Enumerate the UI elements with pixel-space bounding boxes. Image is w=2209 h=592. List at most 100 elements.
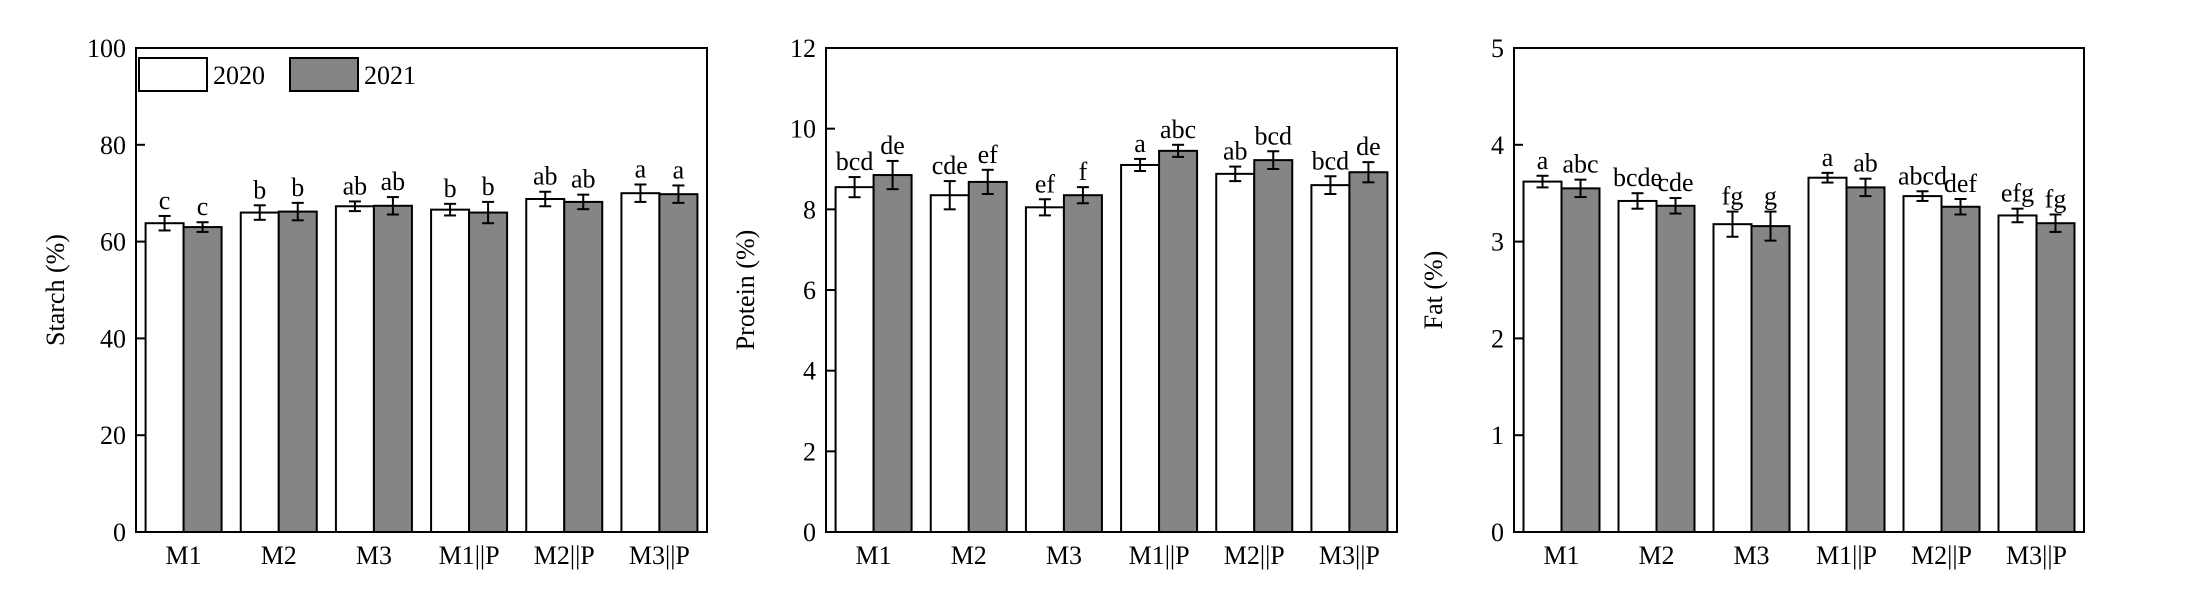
bar-2020-0 (144, 222, 185, 533)
significance-letter: cde (932, 151, 968, 180)
y-tick-label: 0 (113, 518, 126, 547)
y-tick-label: 40 (100, 324, 126, 353)
x-tick-label: M1||P (1129, 541, 1190, 570)
x-tick-label: M1||P (1816, 541, 1877, 570)
bar-2021-5 (2035, 222, 2076, 533)
bar-2021-3 (468, 211, 509, 533)
bar-2020-1 (1617, 199, 1658, 533)
bar-2020-4 (1215, 172, 1256, 533)
bar-2020-5 (620, 192, 661, 533)
y-tick-label: 0 (803, 518, 816, 547)
significance-letter: b (444, 174, 457, 203)
y-tick-label: 80 (100, 131, 126, 160)
y-axis-label: Fat (%) (1419, 251, 1448, 330)
y-tick-label: 10 (790, 115, 816, 144)
significance-letter: g (1764, 182, 1777, 211)
bar-2021-3 (1845, 186, 1886, 533)
bar-2021-0 (182, 226, 223, 534)
x-tick-label: M3||P (629, 541, 690, 570)
significance-letter: b (482, 172, 495, 201)
y-tick-label: 1 (1491, 421, 1504, 450)
y-tick-label: 12 (790, 34, 816, 63)
y-tick-label: 6 (803, 276, 816, 305)
bar-2021-5 (658, 193, 699, 533)
significance-letter: b (253, 175, 266, 204)
x-tick-label: M1 (1543, 541, 1579, 570)
significance-letter: a (1134, 129, 1146, 158)
bar-2020-5 (1310, 184, 1351, 533)
bar-2021-5 (1348, 171, 1389, 534)
significance-letter: efg (2001, 179, 2034, 208)
significance-letter: abcd (1898, 161, 1947, 190)
bar-2020-4 (1902, 195, 1943, 533)
legend: 2020 2021 (138, 57, 416, 92)
significance-letter: a (1537, 146, 1549, 175)
significance-letter: ab (1853, 149, 1878, 178)
y-tick-label: 0 (1491, 518, 1504, 547)
y-tick-label: 2 (1491, 324, 1504, 353)
x-tick-label: M1||P (439, 541, 500, 570)
y-tick-label: 5 (1491, 34, 1504, 63)
bar-2021-2 (372, 204, 413, 533)
x-tick-label: M3 (1733, 541, 1769, 570)
bar-2020-2 (1712, 223, 1753, 533)
bar-2020-3 (1807, 176, 1848, 533)
significance-letter: ab (1223, 137, 1248, 166)
bar-2021-2 (1062, 194, 1103, 533)
significance-letter: ab (381, 167, 406, 196)
bar-2021-4 (563, 200, 604, 534)
y-tick-label: 100 (87, 34, 126, 63)
bar-2021-4 (1253, 159, 1294, 533)
significance-letter: bcd (1254, 121, 1292, 150)
bar-2021-0 (1560, 187, 1601, 534)
y-tick-label: 4 (1491, 131, 1504, 160)
significance-letter: c (197, 192, 209, 221)
significance-letter: a (635, 154, 647, 183)
significance-letter: cde (1657, 168, 1693, 197)
legend-swatch-2021 (289, 57, 359, 92)
legend-label: 2021 (364, 61, 416, 90)
bar-2020-0 (1522, 180, 1563, 533)
x-tick-label: M2 (1638, 541, 1674, 570)
bar-2021-2 (1750, 225, 1791, 533)
significance-letter: de (880, 131, 905, 160)
y-axis-label: Protein (%) (731, 230, 760, 351)
significance-letter: c (159, 186, 171, 215)
x-tick-label: M2||P (534, 541, 595, 570)
y-tick-label: 60 (100, 228, 126, 257)
x-tick-label: M1 (856, 541, 892, 570)
y-tick-label: 4 (803, 357, 816, 386)
bar-2020-4 (525, 198, 566, 533)
significance-letter: f (1079, 157, 1088, 186)
significance-letter: ab (571, 165, 596, 194)
significance-letter: ef (1035, 169, 1056, 198)
bar-2020-5 (1997, 214, 2038, 534)
significance-letter: b (291, 173, 304, 202)
y-axis-label: Starch (%) (41, 234, 70, 346)
x-tick-label: M2 (261, 541, 297, 570)
x-tick-label: M1 (166, 541, 202, 570)
x-tick-label: M3||P (1319, 541, 1380, 570)
significance-letter: a (673, 155, 685, 184)
y-tick-label: 20 (100, 421, 126, 450)
x-tick-label: M2 (951, 541, 987, 570)
bar-2021-4 (1940, 205, 1981, 533)
y-tick-label: 2 (803, 437, 816, 466)
significance-letter: abc (1562, 150, 1598, 179)
significance-letter: bcde (1613, 163, 1662, 192)
bar-2021-3 (1158, 149, 1199, 533)
bar-2021-1 (1655, 204, 1696, 533)
significance-letter: abc (1160, 115, 1196, 144)
bar-2021-0 (872, 174, 913, 534)
significance-letter: de (1356, 132, 1381, 161)
plot-frame (135, 47, 708, 533)
y-tick-label: 3 (1491, 228, 1504, 257)
significance-letter: bcd (1312, 146, 1350, 175)
plot-frame (1513, 47, 2085, 533)
y-tick-label: 8 (803, 195, 816, 224)
x-tick-label: M2||P (1224, 541, 1285, 570)
bar-2020-0 (834, 186, 875, 533)
